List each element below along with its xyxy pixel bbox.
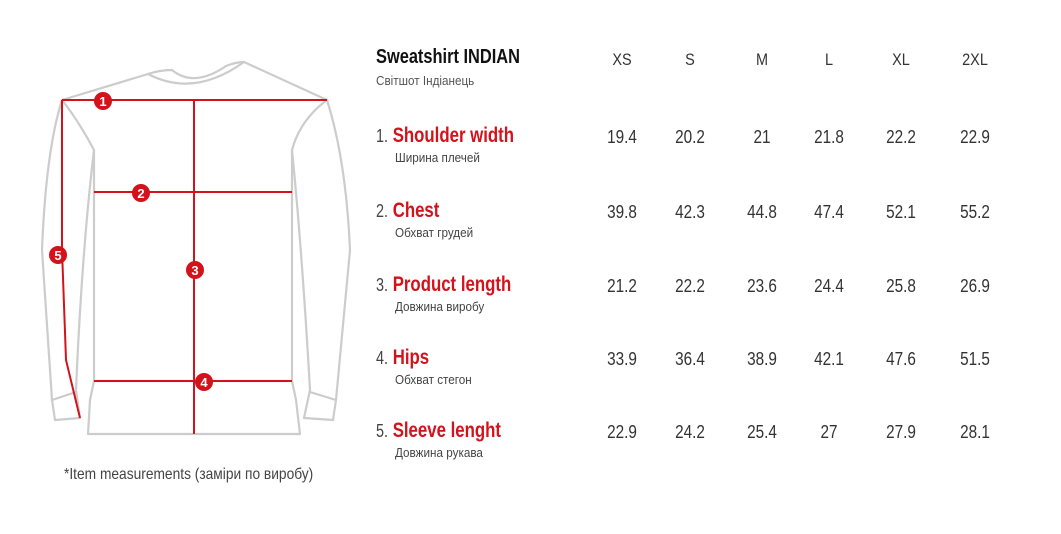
- size-header-xl: XL: [892, 50, 910, 69]
- value-cell: 22.9: [607, 422, 637, 442]
- value-cell: 42.3: [675, 202, 705, 222]
- size-header-m: M: [755, 50, 769, 69]
- value-cell: 44.8: [747, 202, 777, 222]
- value-cell: 27: [820, 422, 838, 442]
- marker-4: 4: [195, 373, 213, 391]
- size-header-xs: XS: [612, 50, 632, 69]
- value-cell: 22.9: [960, 127, 990, 147]
- measurement-translation: Обхват грудей: [395, 225, 474, 240]
- value-cell: 39.8: [607, 202, 637, 222]
- value-cell: 51.5: [960, 349, 990, 369]
- value-cell: 24.2: [675, 422, 705, 442]
- value-cell: 20.2: [675, 127, 705, 147]
- marker-3: 3: [186, 261, 204, 279]
- value-cell: 55.2: [960, 202, 990, 222]
- marker-2: 2: [132, 184, 150, 202]
- row-number: 5.: [376, 421, 389, 441]
- measurement-row-label: 3. Product length Довжина виробу: [376, 273, 545, 314]
- marker-1-label: 1: [99, 94, 106, 109]
- row-number: 3.: [376, 275, 389, 295]
- measurement-translation: Довжина рукава: [395, 445, 483, 460]
- value-cell: 36.4: [675, 349, 705, 369]
- size-header-l: L: [824, 50, 834, 69]
- markers: 1 2 3 4 5: [49, 92, 213, 391]
- value-cell: 24.4: [814, 276, 844, 296]
- measurement-name: Product length: [392, 273, 512, 296]
- value-cell: 33.9: [607, 349, 637, 369]
- product-header: Sweatshirt INDIAN Світшот Індіанець: [376, 46, 552, 88]
- sweatshirt-diagram: 1 2 3 4 5: [40, 60, 352, 436]
- marker-3-label: 3: [191, 263, 198, 278]
- value-cell: 22.2: [675, 276, 705, 296]
- value-cell: 42.1: [814, 349, 844, 369]
- measurement-row-label: 1. Shoulder width Ширина плечей: [376, 124, 549, 165]
- value-cell: 21.2: [607, 276, 637, 296]
- marker-5: 5: [49, 246, 67, 264]
- value-cell: 27.9: [886, 422, 916, 442]
- value-cell: 52.1: [886, 202, 916, 222]
- measurement-row-label: 4. Hips Обхват стегон: [376, 346, 480, 387]
- value-cell: 23.6: [747, 276, 777, 296]
- measurement-name: Chest: [392, 199, 440, 222]
- row-number: 2.: [376, 201, 389, 221]
- value-cell: 21: [753, 127, 771, 147]
- measurement-translation: Ширина плечей: [395, 150, 480, 165]
- product-subtitle: Світшот Індіанець: [376, 73, 475, 88]
- marker-4-label: 4: [200, 375, 208, 390]
- value-cell: 25.4: [747, 422, 777, 442]
- size-header-2xl: 2XL: [962, 50, 988, 69]
- measurement-row-label: 5. Sleeve lenght Довжина рукава: [376, 419, 532, 460]
- measurement-name: Shoulder width: [392, 124, 515, 147]
- value-cell: 47.6: [886, 349, 916, 369]
- marker-5-label: 5: [54, 248, 61, 263]
- value-cell: 47.4: [814, 202, 844, 222]
- sleeve-line: [61, 100, 81, 419]
- value-cell: 21.8: [814, 127, 844, 147]
- row-number: 4.: [376, 348, 389, 368]
- measurement-row-label: 2. Chest Обхват грудей: [376, 199, 482, 240]
- measurement-name: Sleeve lenght: [392, 419, 501, 442]
- value-cell: 28.1: [960, 422, 990, 442]
- size-header-s: S: [685, 50, 695, 69]
- value-cell: 25.8: [886, 276, 916, 296]
- marker-1: 1: [94, 92, 112, 110]
- value-cell: 26.9: [960, 276, 990, 296]
- product-title: Sweatshirt INDIAN: [376, 46, 520, 68]
- measurement-translation: Довжина виробу: [395, 299, 485, 314]
- marker-2-label: 2: [137, 186, 144, 201]
- measurement-translation: Обхват стегон: [395, 372, 472, 387]
- measurement-name: Hips: [392, 346, 430, 369]
- value-cell: 19.4: [607, 127, 637, 147]
- value-cell: 22.2: [886, 127, 916, 147]
- measurement-footnote: *Item measurements (заміри по виробу): [64, 466, 314, 483]
- row-number: 1.: [376, 126, 389, 146]
- value-cell: 38.9: [747, 349, 777, 369]
